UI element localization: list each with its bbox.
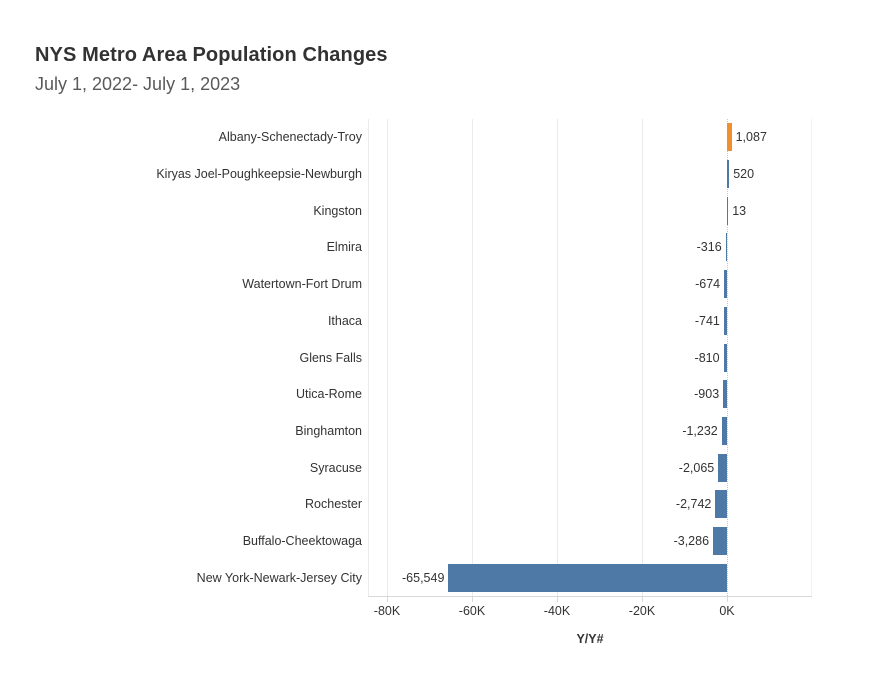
- bar-watertown-fort-drum[interactable]: [724, 270, 727, 299]
- axis-tick-20k: [642, 597, 643, 602]
- tick-label-0k: 0K: [719, 604, 735, 618]
- value-label-glens-falls: -810: [694, 350, 720, 365]
- axis-tick-60k: [472, 597, 473, 602]
- category-label-binghamton: Binghamton: [295, 423, 362, 438]
- value-label-ithaca: -741: [694, 313, 720, 328]
- value-label-buffalo-cheektowaga: -3,286: [673, 533, 710, 548]
- category-label-kiryas-joel-poughkeepsie-newburgh: Kiryas Joel-Poughkeepsie-Newburgh: [156, 167, 362, 182]
- gridline-20k: [642, 119, 643, 596]
- x-axis-title: Y/Y#: [576, 632, 604, 646]
- bar-new-york-newark-jersey-city[interactable]: [448, 563, 727, 592]
- value-label-kingston: 13: [732, 203, 747, 218]
- category-label-syracuse: Syracuse: [309, 460, 362, 475]
- category-label-new-york-newark-jersey-city: New York-Newark-Jersey City: [196, 570, 362, 585]
- value-label-new-york-newark-jersey-city: -65,549: [402, 570, 445, 585]
- category-label-rochester: Rochester: [305, 497, 362, 512]
- value-label-watertown-fort-drum: -674: [695, 277, 721, 292]
- x-axis-line: [368, 596, 812, 597]
- tick-label-60k: -60K: [458, 604, 486, 618]
- value-label-syracuse: -2,065: [678, 460, 715, 475]
- bar-kiryas-joel-poughkeepsie-newburgh[interactable]: [727, 160, 730, 189]
- bar-binghamton[interactable]: [721, 416, 727, 445]
- tick-label-20k: -20K: [628, 604, 656, 618]
- bar-glens-falls[interactable]: [723, 343, 727, 372]
- plot-right-border: [811, 119, 812, 596]
- gridline-60k: [472, 119, 473, 596]
- category-label-glens-falls: Glens Falls: [299, 350, 362, 365]
- axis-tick-80k: [387, 597, 388, 602]
- bar-ithaca[interactable]: [723, 306, 727, 335]
- bar-rochester[interactable]: [715, 490, 727, 519]
- bar-kingston[interactable]: [727, 196, 729, 225]
- category-label-utica-rome: Utica-Rome: [296, 387, 362, 402]
- tick-label-40k: -40K: [543, 604, 571, 618]
- gridline-0k: [727, 119, 728, 596]
- bar-utica-rome[interactable]: [723, 380, 727, 409]
- axis-tick-40k: [557, 597, 558, 602]
- chart-subtitle: July 1, 2022- July 1, 2023: [35, 74, 241, 94]
- category-label-kingston: Kingston: [313, 203, 362, 218]
- gridline-80k: [387, 119, 388, 596]
- value-label-rochester: -2,742: [675, 497, 712, 512]
- tick-label-80k: -80K: [373, 604, 401, 618]
- plot-area: [368, 119, 812, 596]
- value-label-albany-schenectady-troy: 1,087: [735, 130, 767, 145]
- bar-buffalo-cheektowaga[interactable]: [713, 526, 727, 555]
- category-label-ithaca: Ithaca: [327, 313, 362, 328]
- category-label-watertown-fort-drum: Watertown-Fort Drum: [242, 277, 362, 292]
- plot-left-border: [368, 119, 369, 596]
- bar-elmira[interactable]: [725, 233, 727, 262]
- bar-albany-schenectady-troy[interactable]: [727, 123, 732, 152]
- bar-syracuse[interactable]: [718, 453, 727, 482]
- chart-title: NYS Metro Area Population Changes: [35, 44, 388, 66]
- gridline-40k: [557, 119, 558, 596]
- value-label-binghamton: -1,232: [682, 423, 718, 438]
- value-label-elmira: -316: [696, 240, 722, 255]
- value-label-utica-rome: -903: [694, 387, 720, 402]
- category-label-buffalo-cheektowaga: Buffalo-Cheektowaga: [242, 533, 362, 548]
- value-label-kiryas-joel-poughkeepsie-newburgh: 520: [733, 167, 755, 182]
- category-label-albany-schenectady-troy: Albany-Schenectady-Troy: [218, 130, 362, 145]
- category-label-elmira: Elmira: [326, 240, 362, 255]
- axis-tick-0k: [727, 597, 728, 602]
